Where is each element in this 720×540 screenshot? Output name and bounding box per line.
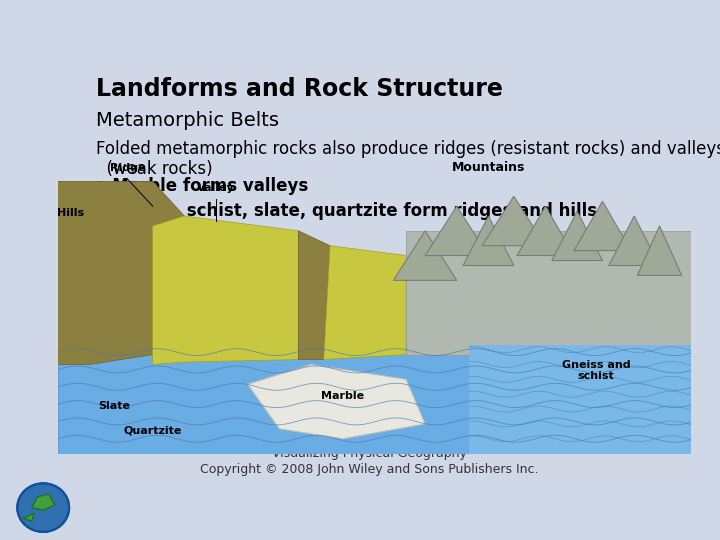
Polygon shape [298, 231, 330, 360]
Polygon shape [517, 206, 574, 255]
Text: • Gneiss, schist, slate, quartzite form ridges and hills: • Gneiss, schist, slate, quartzite form … [96, 202, 597, 220]
Polygon shape [488, 216, 514, 266]
Polygon shape [58, 181, 184, 364]
Polygon shape [482, 196, 546, 246]
Text: Ridge: Ridge [109, 164, 145, 173]
Polygon shape [577, 211, 603, 260]
Text: Quartzite: Quartzite [123, 426, 182, 436]
Polygon shape [153, 216, 298, 364]
Polygon shape [637, 226, 682, 275]
Text: Visualizing Physical Geography: Visualizing Physical Geography [271, 447, 467, 460]
Polygon shape [552, 211, 603, 260]
Polygon shape [609, 216, 660, 266]
Text: Gneiss and
schist: Gneiss and schist [562, 360, 631, 381]
Text: • Marble forms valleys: • Marble forms valleys [96, 177, 308, 195]
Text: Copyright © 2008 John Wiley and Sons Publishers Inc.: Copyright © 2008 John Wiley and Sons Pub… [199, 463, 539, 476]
Polygon shape [425, 231, 456, 280]
Circle shape [17, 483, 69, 532]
Text: Metamorphic Belts: Metamorphic Belts [96, 111, 279, 130]
Text: Slate: Slate [99, 401, 130, 411]
Polygon shape [406, 231, 691, 355]
Polygon shape [456, 206, 488, 255]
Text: Marble: Marble [321, 391, 364, 401]
Polygon shape [393, 231, 456, 280]
Polygon shape [463, 216, 514, 266]
Polygon shape [603, 201, 631, 251]
Text: Landforms and Rock Structure: Landforms and Rock Structure [96, 77, 503, 102]
Text: Hills: Hills [57, 208, 84, 218]
Polygon shape [248, 364, 425, 438]
Text: Folded metamorphic rocks also produce ridges (resistant rocks) and valleys
  (we: Folded metamorphic rocks also produce ri… [96, 140, 720, 178]
Text: Mountains: Mountains [451, 161, 525, 174]
Polygon shape [32, 494, 55, 510]
Polygon shape [58, 345, 691, 454]
Polygon shape [546, 206, 574, 255]
Polygon shape [574, 201, 631, 251]
Text: Valley: Valley [197, 183, 235, 193]
Polygon shape [660, 226, 682, 275]
Polygon shape [425, 206, 488, 255]
Polygon shape [469, 345, 691, 454]
Polygon shape [514, 196, 546, 246]
Polygon shape [23, 513, 35, 521]
Polygon shape [324, 246, 406, 360]
Polygon shape [634, 216, 660, 266]
